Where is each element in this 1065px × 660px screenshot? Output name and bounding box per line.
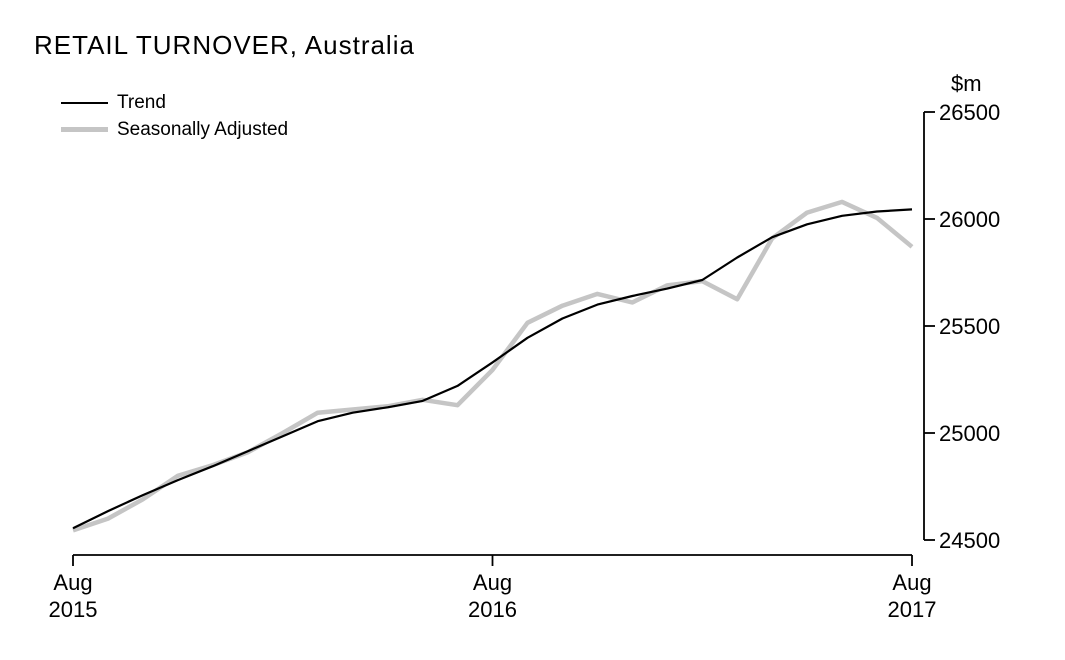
seasonally-adjusted-line <box>72 199 914 533</box>
y-tick-label-26000: 26000 <box>939 207 1000 232</box>
x-tick-label-year-2017: 2017 <box>888 597 937 622</box>
y-tick-label-26500: 26500 <box>939 100 1000 125</box>
y-tick-label-25000: 25000 <box>939 421 1000 446</box>
x-tick-label-year-2015: 2015 <box>49 597 98 622</box>
chart-title: RETAIL TURNOVER, Australia <box>34 30 415 60</box>
legend-item-seasonally-adjusted: Seasonally Adjusted <box>61 116 288 143</box>
trend-line-swatch <box>61 101 108 104</box>
legend: Trend Seasonally Adjusted <box>61 89 288 143</box>
y-tick-label-24500: 24500 <box>939 528 1000 553</box>
trend-line <box>72 208 913 530</box>
x-tick-label-year-2016: 2016 <box>468 597 517 622</box>
legend-item-trend: Trend <box>61 89 288 116</box>
legend-label-seasonally-adjusted: Seasonally Adjusted <box>117 118 289 140</box>
y-tick-label-25500: 25500 <box>939 314 1000 339</box>
seasonally-adjusted-line-swatch <box>61 127 108 132</box>
x-tick-label-aug-2015: Aug <box>53 570 92 595</box>
x-tick-label-aug-2017: Aug <box>892 570 931 595</box>
y-axis-unit-label: $m <box>951 71 982 96</box>
x-tick-label-aug-2016: Aug <box>473 570 512 595</box>
legend-label-trend: Trend <box>117 91 166 113</box>
